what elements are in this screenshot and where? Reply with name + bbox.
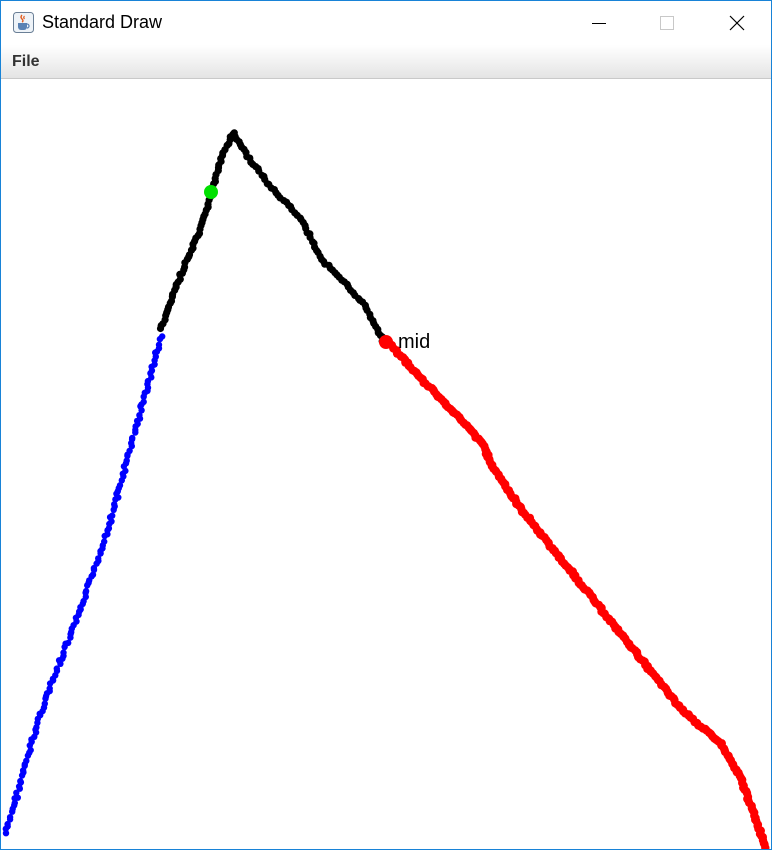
java-cup-icon [13,12,34,33]
dot [23,757,30,764]
dot [60,649,67,656]
dot [116,482,124,489]
dot [82,587,90,595]
dot [140,398,147,406]
dot [95,555,102,562]
dot [17,777,24,785]
close-icon [729,15,745,31]
dot [53,665,60,672]
dot [14,794,21,801]
dot [129,434,136,442]
title-bar[interactable]: Standard Draw [1,1,771,45]
drawing-surface: mid [2,129,770,849]
menu-bar: File [1,45,771,79]
close-button[interactable] [703,1,771,45]
minimize-icon [592,23,606,24]
dot [46,685,53,692]
dot [761,843,770,849]
green-marker [204,185,218,199]
dot [6,814,14,821]
maximize-icon [660,16,674,30]
mid-marker [379,335,393,349]
window-title: Standard Draw [42,12,163,32]
dot [155,341,163,348]
dot [123,457,130,464]
dot [41,700,48,707]
maximize-button[interactable] [633,1,701,45]
dot [159,333,166,340]
dot [65,639,72,647]
dot [4,820,11,828]
minimize-button[interactable] [565,1,633,45]
right-segment-dots [384,338,770,849]
menu-file[interactable]: File [12,53,40,70]
dot [111,501,118,508]
dot [101,538,108,545]
dot [136,412,143,419]
drawing-canvas: mid [1,79,771,849]
top-segment-dots [156,129,387,345]
mid-label: mid [398,331,430,353]
left-segment-dots [2,333,166,837]
dot [11,799,18,807]
dot [109,512,116,519]
